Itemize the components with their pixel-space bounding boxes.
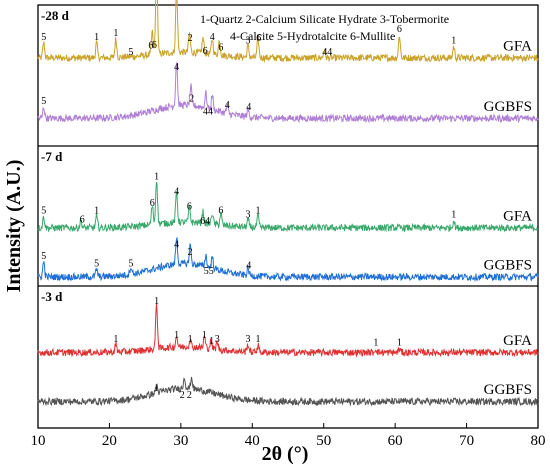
peak-label: 5 bbox=[94, 258, 99, 269]
xrd-trace bbox=[37, 303, 539, 358]
peak-label: 1 bbox=[373, 338, 378, 349]
xrd-trace bbox=[37, 182, 539, 233]
peak-label: 2 bbox=[188, 247, 193, 258]
peak-label: 6 bbox=[397, 24, 402, 35]
traces: -28 dGFA511566142646364461GGBFS5424444-7… bbox=[37, 0, 539, 407]
peak-label: 1 bbox=[188, 334, 193, 345]
series-ggbfs-3d: GGBFS 1 2 2 bbox=[37, 376, 539, 407]
peak-label: 6 bbox=[148, 40, 153, 51]
peak-label: 6 bbox=[150, 198, 155, 209]
peak-label: 3 bbox=[246, 334, 251, 345]
peak-label: 1 bbox=[256, 334, 261, 345]
peak-label: 5 bbox=[41, 96, 46, 107]
legend-line-2: 4-Calcite 5-Hydrotalcite 6-Mullite bbox=[230, 29, 395, 43]
peak-label: 5 bbox=[128, 258, 133, 269]
peak-label: 6 bbox=[256, 33, 261, 44]
peak-label: 1 bbox=[94, 32, 99, 43]
x-tick-label: 80 bbox=[531, 433, 546, 449]
peak-label: 1 bbox=[451, 36, 456, 47]
peak-label: 4 bbox=[246, 102, 251, 113]
peak-label: 3 bbox=[246, 209, 251, 220]
peak-label: 6 bbox=[80, 215, 85, 226]
x-tick-label: 30 bbox=[173, 433, 188, 449]
peak-label: 5 bbox=[41, 206, 46, 217]
peak-label: 2 bbox=[180, 390, 185, 401]
peak-label: 5 bbox=[41, 251, 46, 262]
peak-label: 1 bbox=[397, 338, 402, 349]
series-gfa-28d: GFA511566142646364461 bbox=[37, 0, 539, 64]
peak-label: 6 bbox=[203, 46, 208, 57]
peak-label: 1 bbox=[154, 172, 159, 183]
x-tick-label: 60 bbox=[388, 433, 403, 449]
peak-label: 44 bbox=[203, 106, 213, 117]
peak-label: 4 bbox=[246, 260, 251, 271]
peak-label: 4 bbox=[225, 100, 230, 111]
peak-label: 5 bbox=[128, 47, 133, 58]
series-name-label: GFA bbox=[503, 38, 532, 54]
peak-label: 6 bbox=[152, 40, 157, 51]
peak-label: 2 bbox=[187, 390, 192, 401]
xrd-trace bbox=[37, 236, 539, 283]
plot-frame bbox=[37, 4, 539, 429]
peak-label: 1 bbox=[451, 209, 456, 220]
x-ticks: 10 20 30 40 50 60 70 80 bbox=[31, 423, 546, 449]
peak-label: 2 bbox=[189, 93, 194, 104]
peak-label: 1 bbox=[202, 330, 207, 341]
panel-label: -3 d bbox=[41, 289, 63, 304]
peak-label: 3 bbox=[246, 36, 251, 47]
y-axis-label: Intensity (A.U.) bbox=[3, 160, 25, 293]
peak-label: 6 bbox=[218, 42, 223, 53]
x-tick-label: 10 bbox=[31, 433, 46, 449]
peak-label: 3 bbox=[215, 334, 220, 345]
x-tick-label: 40 bbox=[245, 433, 260, 449]
xrd-trace bbox=[37, 62, 539, 124]
peak-label: 1 bbox=[113, 334, 118, 345]
series-name-label: GGBFS bbox=[484, 99, 532, 115]
plot-border bbox=[37, 4, 539, 429]
peak-label: 1 bbox=[154, 383, 159, 394]
peak-label: 64 bbox=[200, 216, 210, 227]
x-tick-label: 20 bbox=[102, 433, 117, 449]
peak-label: 4 bbox=[174, 187, 179, 198]
series-name-label: GGBFS bbox=[484, 382, 532, 398]
series-name-label: GFA bbox=[503, 208, 532, 224]
peak-label: 1 bbox=[209, 336, 214, 347]
xrd-trace bbox=[37, 376, 539, 407]
peak-label: 4 bbox=[210, 32, 215, 43]
peak-label: 1 bbox=[256, 206, 261, 217]
peak-label: 6 bbox=[218, 206, 223, 217]
x-tick-label: 70 bbox=[459, 433, 474, 449]
x-tick-label: 50 bbox=[316, 433, 331, 449]
peak-label: 5 bbox=[41, 32, 46, 43]
panel-label: -7 d bbox=[41, 149, 63, 164]
legend-line-1: 1-Quartz 2-Calcium Silicate Hydrate 3-To… bbox=[200, 12, 449, 26]
peak-label: 4 bbox=[174, 239, 179, 250]
series-name-label: GGBFS bbox=[484, 257, 532, 273]
x-axis-label: 2θ (°) bbox=[262, 443, 309, 465]
peak-label: 55 bbox=[204, 266, 214, 277]
peak-label: 1 bbox=[174, 330, 179, 341]
peak-label: 6 bbox=[187, 202, 192, 213]
panel-label: -28 d bbox=[41, 8, 70, 23]
peak-label: 1 bbox=[154, 296, 159, 307]
peak-label: 4 bbox=[174, 62, 179, 73]
peak-label: 1 bbox=[113, 28, 118, 39]
xrd-trace bbox=[37, 0, 539, 64]
peak-label: 44 bbox=[322, 47, 332, 58]
peak-label: 1 bbox=[94, 206, 99, 217]
series-name-label: GFA bbox=[503, 333, 532, 349]
peak-label: 2 bbox=[188, 33, 193, 44]
